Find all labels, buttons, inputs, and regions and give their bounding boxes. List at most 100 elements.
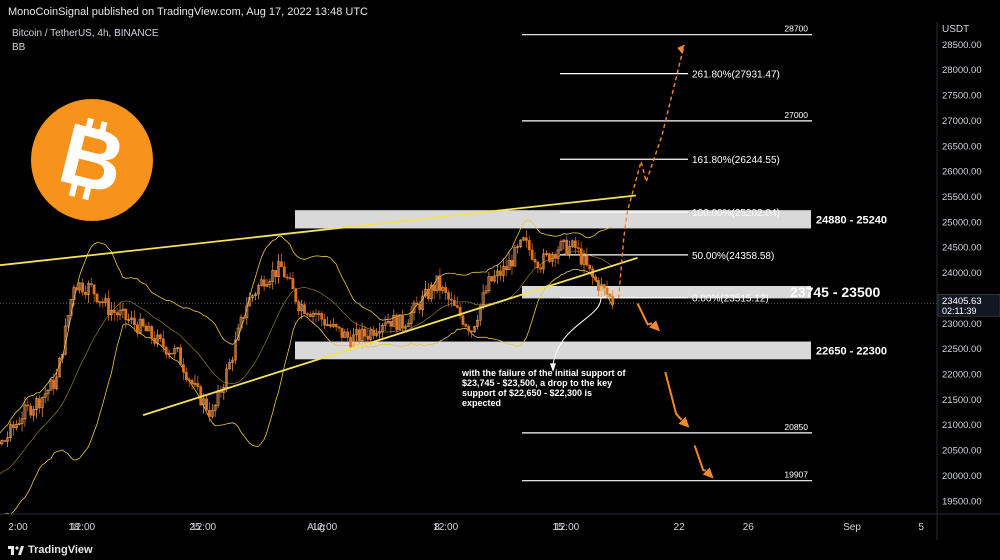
candle-body[interactable] <box>256 285 260 295</box>
candle-body[interactable] <box>81 282 84 293</box>
candle-body[interactable] <box>470 330 474 333</box>
candle-body[interactable] <box>573 240 577 248</box>
candle-body[interactable] <box>6 437 10 442</box>
candle-body[interactable] <box>346 331 350 338</box>
candle-body[interactable] <box>568 246 571 256</box>
candle-body[interactable] <box>594 276 597 281</box>
candle-body[interactable] <box>35 398 38 410</box>
candle-body[interactable] <box>565 239 569 256</box>
candle-body[interactable] <box>516 246 520 248</box>
candle-body[interactable] <box>343 331 347 338</box>
candle-body[interactable] <box>72 287 76 300</box>
candle-body[interactable] <box>447 292 450 300</box>
candle-body[interactable] <box>303 304 306 314</box>
candle-body[interactable] <box>26 404 30 407</box>
candle-body[interactable] <box>490 276 494 282</box>
candle-body[interactable] <box>452 299 456 306</box>
candle-body[interactable] <box>153 337 157 344</box>
candle-body[interactable] <box>331 324 335 327</box>
candle-body[interactable] <box>398 314 401 331</box>
candle-body[interactable] <box>582 255 586 265</box>
candle-body[interactable] <box>418 303 422 310</box>
candle-body[interactable] <box>475 319 479 327</box>
support-zone[interactable] <box>295 210 811 229</box>
candle-body[interactable] <box>392 314 396 327</box>
support-zone[interactable] <box>295 341 811 360</box>
trendline[interactable] <box>0 194 636 269</box>
candle-body[interactable] <box>487 276 491 292</box>
candle-body[interactable] <box>579 248 583 265</box>
candle-body[interactable] <box>553 254 557 259</box>
candle-body[interactable] <box>66 315 70 327</box>
candle-body[interactable] <box>167 352 171 355</box>
candle-body[interactable] <box>274 270 278 278</box>
candle-body[interactable] <box>291 278 295 290</box>
candle-body[interactable] <box>366 335 370 340</box>
candle-body[interactable] <box>52 379 56 389</box>
candle-body[interactable] <box>239 317 243 329</box>
candle-body[interactable] <box>432 284 436 291</box>
candle-body[interactable] <box>29 405 33 416</box>
candle-body[interactable] <box>499 270 502 276</box>
candle-body[interactable] <box>288 277 292 280</box>
current-price-tag[interactable] <box>937 293 1000 317</box>
candle-body[interactable] <box>61 353 64 359</box>
candle-body[interactable] <box>173 348 177 354</box>
candle-body[interactable] <box>311 313 315 317</box>
candle-body[interactable] <box>242 317 246 319</box>
candle-body[interactable] <box>380 325 384 333</box>
candle-body[interactable] <box>182 364 185 373</box>
candle-body[interactable] <box>115 312 119 316</box>
candle-body[interactable] <box>424 288 427 297</box>
candle-body[interactable] <box>317 313 321 315</box>
support-zone[interactable] <box>522 286 811 299</box>
candle-body[interactable] <box>375 332 378 336</box>
candle-body[interactable] <box>254 293 257 296</box>
candle-body[interactable] <box>20 418 24 424</box>
candle-body[interactable] <box>377 331 381 334</box>
candle-body[interactable] <box>210 410 214 417</box>
candle-body[interactable] <box>58 357 61 378</box>
candle-body[interactable] <box>118 310 122 316</box>
candle-body[interactable] <box>337 326 341 329</box>
candle-body[interactable] <box>496 270 499 277</box>
candle-body[interactable] <box>69 299 73 316</box>
candle-body[interactable] <box>545 253 548 255</box>
candle-body[interactable] <box>409 312 413 324</box>
candle-body[interactable] <box>277 261 280 278</box>
candle-body[interactable] <box>141 318 145 327</box>
candle-body[interactable] <box>207 409 211 417</box>
candle-body[interactable] <box>150 326 154 339</box>
candle-body[interactable] <box>9 424 12 438</box>
candle-body[interactable] <box>32 409 35 416</box>
candle-body[interactable] <box>121 308 125 311</box>
candle-body[interactable] <box>326 324 329 326</box>
candle-body[interactable] <box>507 260 511 270</box>
candle-body[interactable] <box>40 397 44 409</box>
candle-body[interactable] <box>280 261 283 268</box>
candle-body[interactable] <box>556 249 560 259</box>
projected-bearish-arrow[interactable] <box>636 303 653 326</box>
candle-body[interactable] <box>86 283 90 295</box>
candle-body[interactable] <box>602 284 606 289</box>
candle-body[interactable] <box>63 325 67 355</box>
candle-body[interactable] <box>294 288 298 303</box>
candle-body[interactable] <box>164 346 168 355</box>
candle-body[interactable] <box>158 334 162 340</box>
candle-body[interactable] <box>138 318 142 334</box>
candle-body[interactable] <box>37 398 41 409</box>
candle-body[interactable] <box>504 266 508 270</box>
candle-body[interactable] <box>415 302 419 305</box>
candle-body[interactable] <box>576 247 580 249</box>
candle-body[interactable] <box>461 315 465 325</box>
candle-body[interactable] <box>513 247 517 267</box>
candle-body[interactable] <box>357 329 361 342</box>
candle-body[interactable] <box>406 323 410 327</box>
candle-body[interactable] <box>305 313 309 315</box>
candle-body[interactable] <box>179 347 182 365</box>
candle-body[interactable] <box>308 314 312 317</box>
candle-body[interactable] <box>542 253 546 270</box>
candle-body[interactable] <box>170 352 174 355</box>
candle-body[interactable] <box>530 249 534 260</box>
candle-body[interactable] <box>320 313 324 320</box>
